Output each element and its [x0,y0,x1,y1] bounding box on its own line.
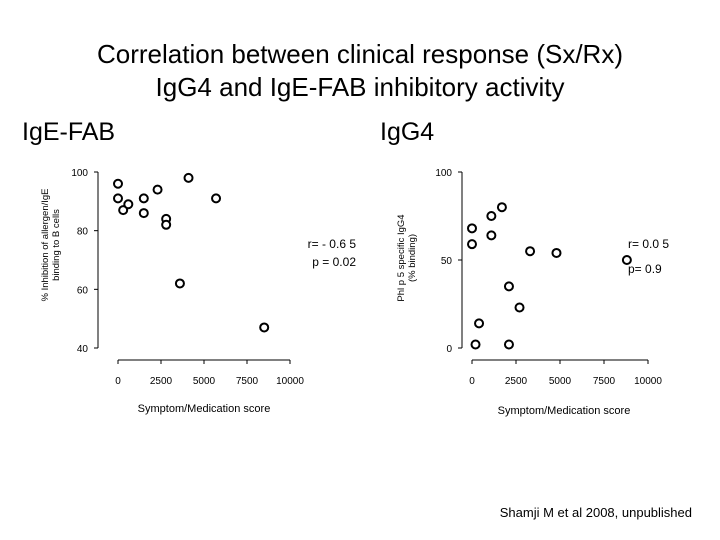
right-y-tick-label: 0 [446,344,452,355]
left-stat-annotation: p = 0.02 [312,255,356,269]
right-data-point [467,223,477,234]
right-x-tick-label: 5000 [549,376,572,387]
right-data-point [467,239,477,250]
slide-title-line1: Correlation between clinical response (S… [96,39,623,69]
right-y-tick-label: 100 [435,168,452,179]
left-y-tick-label: 40 [77,344,89,355]
left-y-tick-label: 80 [77,227,89,238]
left-data-point [259,322,270,333]
left-x-tick-label: 5000 [193,376,216,387]
left-data-point [183,172,194,183]
left-data-point [138,193,149,204]
left-data-point [152,184,163,195]
left-x-axis-title: Symptom/Medication score [138,403,271,415]
left-data-point [138,208,149,219]
left-data-point [161,219,172,230]
left-x-tick-label: 0 [115,376,121,387]
left-x-tick-label: 7500 [236,376,259,387]
right-x-tick-label: 7500 [593,376,616,387]
right-data-point [503,281,514,292]
left-y-axis-title-line: % Inhibition of allergen/IgE [40,188,51,301]
right-x-tick-label: 2500 [505,376,528,387]
right-y-axis-title-line: Phl p 5 specific IgG4 [396,214,407,301]
left-data-point [174,278,185,289]
right-data-point [525,246,536,257]
right-data-point [551,247,562,258]
right-y-axis-title: Phl p 5 specific IgG4(% binding) [396,214,418,301]
right-data-point [496,202,507,213]
right-y-tick-label: 50 [441,256,453,267]
left-x-tick-label: 2500 [150,376,173,387]
slide-title: Correlation between clinical response (S… [0,38,720,104]
right-data-point [486,211,497,221]
left-y-tick-label: 60 [77,285,89,296]
right-x-tick-label: 0 [469,376,475,387]
left-data-point [113,193,123,204]
right-data-point [503,339,514,350]
left-data-point [113,178,123,189]
right-data-point [470,339,481,350]
left-data-point [123,199,134,210]
left-x-tick-label: 10000 [276,376,304,387]
right-stat-annotation: r= 0.0 5 [628,237,669,251]
left-panel-label: IgE-FAB [22,118,116,146]
right-data-point [514,302,525,313]
left-y-tick-label: 100 [71,168,88,179]
right-data-point [474,318,485,329]
right-y-axis-title-line: (% binding) [407,234,418,282]
right-panel-label: IgG4 [380,118,435,146]
right-x-axis-title: Symptom/Medication score [498,405,631,417]
right-data-point [486,230,497,241]
left-y-axis-title: % Inhibition of allergen/IgEbinding to B… [40,188,62,301]
slide-title-line2: IgG4 and IgE-FAB inhibitory activity [155,72,565,102]
left-y-axis-title-line: binding to B cells [51,209,62,281]
right-data-point [621,255,632,265]
credit-note: Shamji M et al 2008, unpublished [499,505,692,520]
right-stat-annotation: p= 0.9 [628,262,662,276]
left-data-point [211,193,222,204]
left-stat-annotation: r= - 0.6 5 [308,237,357,251]
right-x-tick-label: 10000 [634,376,662,387]
